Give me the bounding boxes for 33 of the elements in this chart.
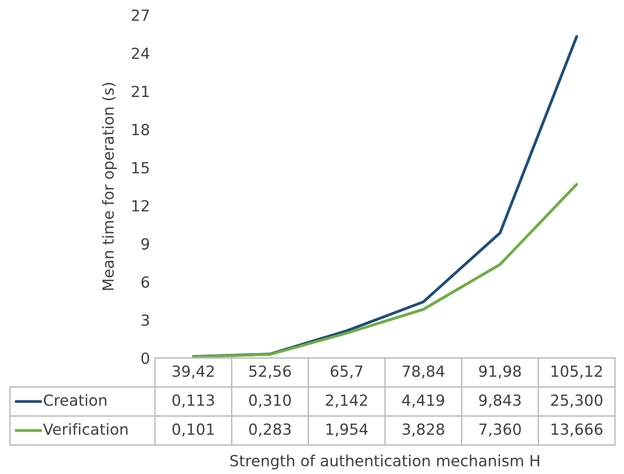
- data-label: 25,300: [551, 394, 602, 408]
- x-tick-label: 65,7: [330, 365, 362, 378]
- data-label: 0,310: [249, 394, 291, 408]
- data-label: 2,142: [326, 394, 368, 408]
- line-series: [192, 183, 578, 358]
- y-tick-label: 27: [132, 9, 149, 21]
- data-label: 3,828: [402, 423, 444, 436]
- data-label: 7,360: [479, 423, 521, 436]
- data-label: 0,283: [249, 423, 291, 436]
- data-label: 1,954: [326, 423, 368, 436]
- y-tick-label: 15: [132, 162, 149, 174]
- x-tick-label: 78,84: [402, 365, 444, 378]
- legend-label: Creation: [44, 394, 106, 406]
- y-tick-label: 18: [132, 124, 150, 136]
- x-tick-label: 105,12: [552, 365, 602, 378]
- y-tick-label: 24: [132, 48, 150, 59]
- y-tick-label: 6: [141, 276, 150, 288]
- y-tick-label: 0: [141, 352, 150, 364]
- y-tick-label: 21: [132, 86, 149, 98]
- data-label: 9,843: [479, 394, 521, 408]
- x-tick-label: 52,56: [249, 365, 291, 378]
- y-tick-label: 12: [132, 200, 149, 212]
- y-tick-label: 9: [141, 238, 150, 250]
- data-label: 0,101: [172, 423, 214, 436]
- x-tick-label: 91,98: [479, 365, 521, 378]
- data-label: 0,113: [172, 394, 214, 408]
- y-tick-label: 3: [142, 314, 149, 326]
- legend-label: Verification: [43, 423, 128, 435]
- data-label: 13,666: [552, 423, 602, 436]
- y-axis-title: Mean time for operation (s): [102, 82, 117, 290]
- x-axis-title: Strength of authentication mechanism H: [230, 454, 540, 470]
- data-label: 4,419: [402, 394, 444, 408]
- x-tick-label: 39,42: [172, 365, 214, 378]
